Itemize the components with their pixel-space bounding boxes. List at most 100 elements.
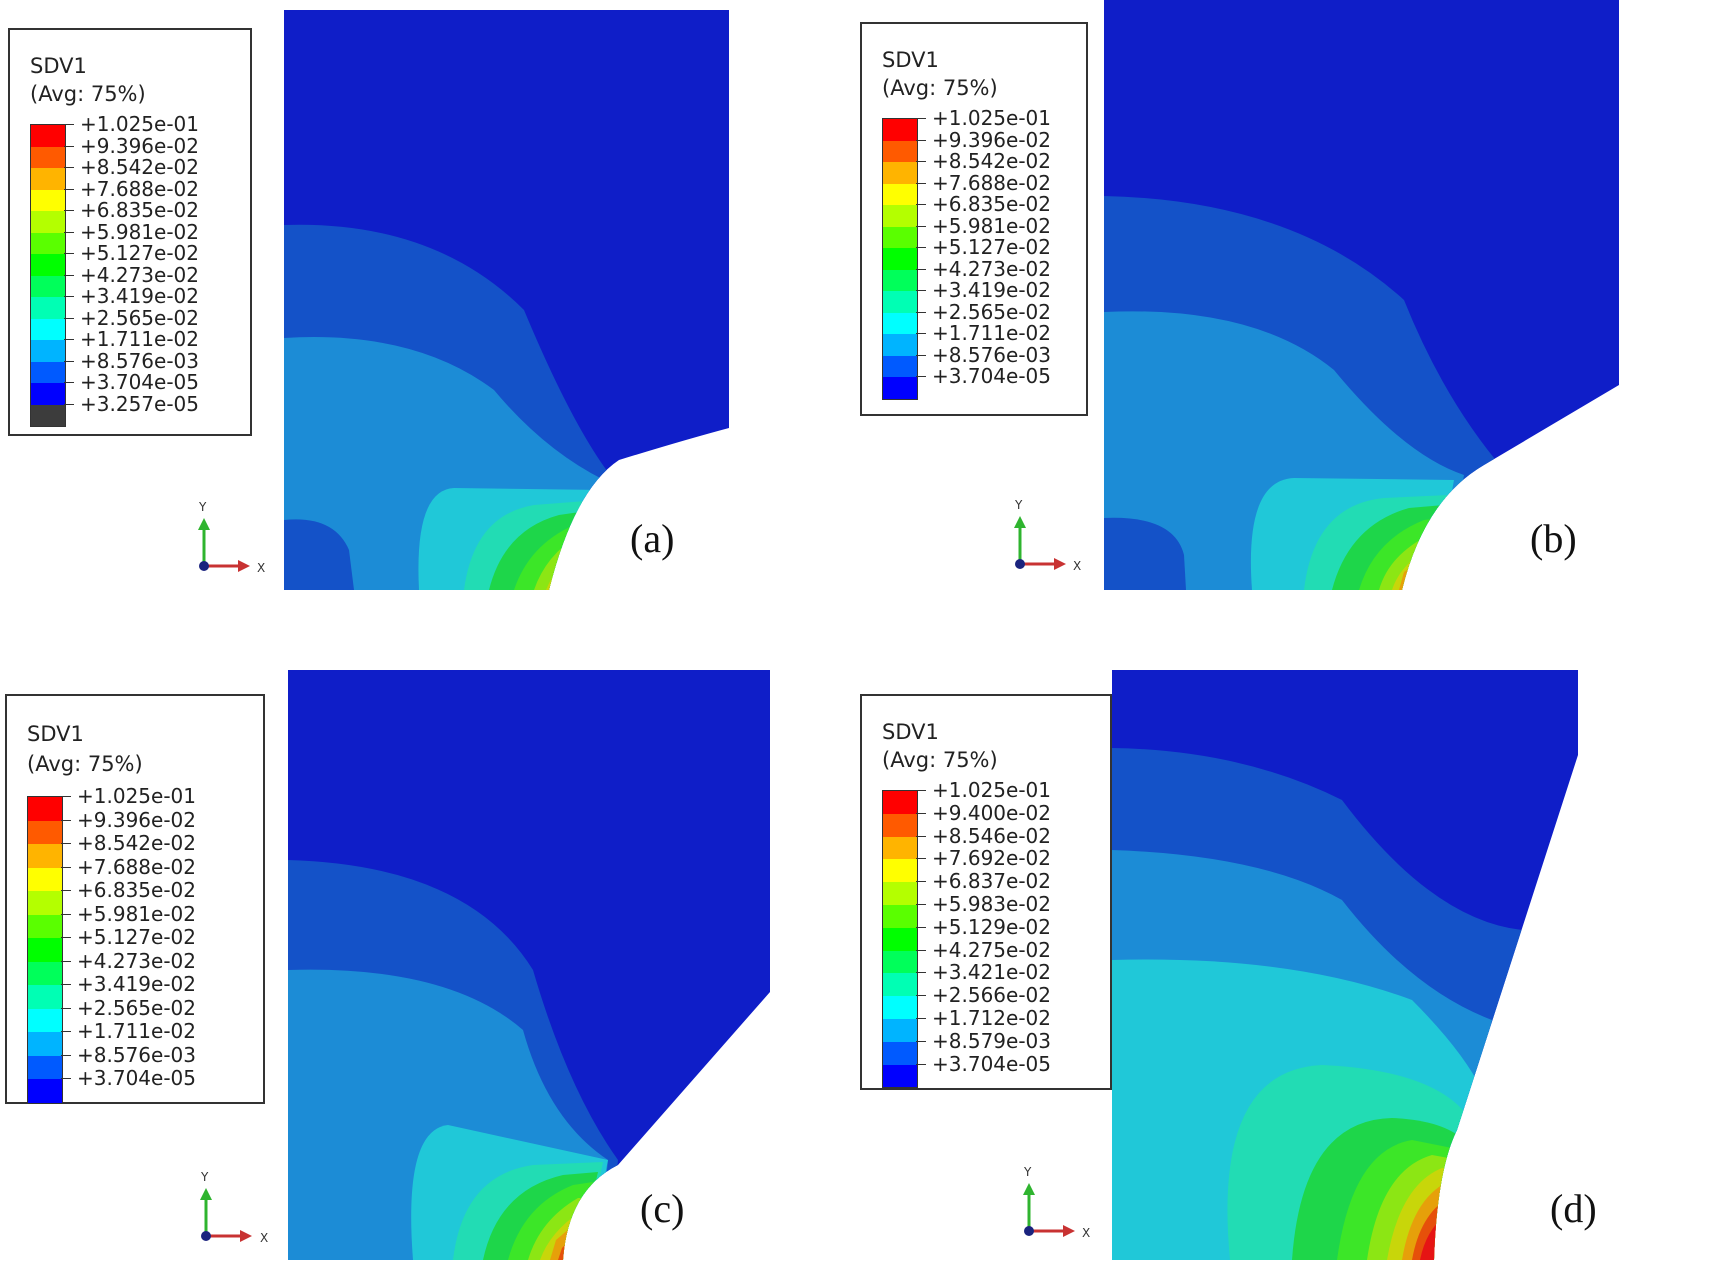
legend-value: +3.704e-05	[77, 1066, 196, 1090]
legend-tick	[64, 145, 74, 147]
legend-tick	[916, 311, 926, 313]
legend-swatch	[28, 1055, 62, 1079]
legend-tick	[61, 1078, 71, 1079]
caption-a: (a)	[630, 516, 675, 561]
panel-a: SDV1 (Avg: 75%) +1.025e-01 +9.396e-02 +8.5…	[0, 0, 860, 600]
legend-tick	[64, 188, 74, 190]
legend-swatch	[28, 985, 62, 1009]
legend-swatch	[31, 404, 65, 426]
legend-value: +4.275e-02	[932, 937, 1051, 962]
legend-swatch	[28, 1008, 62, 1032]
legend-swatch	[883, 334, 917, 356]
legend-swatch	[883, 248, 917, 270]
legend-swatch	[28, 938, 62, 962]
legend-value: +8.542e-02	[932, 149, 1051, 173]
contour-plot-c	[288, 670, 770, 1260]
legend-tick	[916, 904, 926, 905]
legend-tick	[916, 290, 926, 291]
legend-value: +4.273e-02	[80, 262, 199, 287]
legend-tick	[61, 843, 71, 844]
legend-value: +5.983e-02	[932, 892, 1051, 916]
legend-value: +5.127e-02	[77, 925, 196, 949]
legend-value: +1.025e-01	[80, 112, 199, 136]
legend-a: SDV1 (Avg: 75%) +1.025e-01 +9.396e-02 +8.5…	[8, 28, 252, 436]
legend-swatch	[31, 146, 65, 168]
axis-x-label: X	[1082, 1226, 1091, 1240]
legend-tick	[916, 118, 926, 119]
legend-tick	[916, 1063, 926, 1065]
legend-value: +5.981e-02	[80, 219, 199, 244]
legend-c: SDV1 (Avg: 75%) +1.025e-01 +9.396e-02 +8.5…	[5, 694, 265, 1104]
legend-value: +9.396e-02	[932, 127, 1051, 152]
legend-tick	[916, 835, 926, 837]
legend-swatch	[883, 859, 917, 883]
legend-value: +9.396e-02	[80, 133, 199, 158]
legend-swatch	[883, 996, 917, 1019]
legend-value: +6.835e-02	[932, 192, 1051, 216]
legend-color-bar	[882, 118, 918, 400]
legend-title: SDV1	[882, 48, 939, 72]
legend-tick	[64, 360, 74, 362]
legend-tick	[916, 161, 926, 162]
legend-swatch	[883, 813, 917, 837]
legend-value: +8.579e-03	[932, 1028, 1051, 1053]
legend-tick	[916, 1040, 926, 1042]
legend-tick	[916, 881, 926, 883]
legend-tick	[916, 182, 926, 184]
legend-swatch	[883, 140, 917, 162]
legend-swatch	[883, 269, 917, 291]
legend-value: +7.688e-02	[932, 170, 1051, 195]
legend-d: SDV1 (Avg: 75%) +1.025e-01 +9.400e-02 +8.5…	[860, 694, 1112, 1090]
legend-swatch	[883, 162, 917, 184]
axis-triad-a	[198, 518, 250, 572]
panel-b: SDV1 (Avg: 75%) +1.025e-01 +9.396e-02 +8.5…	[860, 0, 1720, 600]
legend-swatch	[883, 1041, 917, 1065]
legend-value: +9.396e-02	[77, 807, 196, 832]
legend-swatch	[31, 275, 65, 297]
legend-swatch	[28, 844, 62, 868]
legend-value: +5.981e-02	[77, 901, 196, 926]
legend-value: +6.835e-02	[77, 878, 196, 902]
legend-tick	[61, 1031, 71, 1032]
legend-value: +7.692e-02	[932, 846, 1051, 871]
legend-swatch	[883, 377, 917, 399]
legend-value: +1.025e-01	[932, 106, 1051, 130]
legend-tick	[64, 317, 74, 319]
axis-y-label: Y	[199, 500, 207, 514]
legend-tick	[916, 268, 926, 270]
legend-value: +1.712e-02	[932, 1006, 1051, 1030]
legend-tick	[64, 231, 74, 233]
legend-subtitle: (Avg: 75%)	[882, 76, 998, 100]
legend-tick	[61, 1007, 71, 1009]
legend-tick	[916, 204, 926, 205]
legend-value: +8.546e-02	[932, 823, 1051, 848]
legend-value: +2.565e-02	[77, 995, 196, 1020]
legend-tick	[916, 247, 926, 248]
legend-value: +7.688e-02	[80, 176, 199, 201]
legend-tick	[61, 819, 71, 821]
legend-tick	[916, 858, 926, 860]
legend-value: +3.419e-02	[77, 972, 196, 996]
legend-swatch	[883, 836, 917, 860]
legend-color-bar	[882, 790, 918, 1089]
legend-value: +1.711e-02	[80, 327, 199, 351]
legend-swatch	[31, 254, 65, 276]
legend-tick	[64, 296, 74, 297]
legend-value: +3.704e-05	[932, 364, 1051, 388]
legend-tick	[61, 960, 71, 962]
legend-color-bar	[27, 796, 63, 1104]
legend-swatch	[31, 232, 65, 254]
legend-tick	[61, 796, 71, 797]
legend-swatch	[883, 882, 917, 905]
legend-tick	[916, 972, 926, 974]
contour-plot-d	[1112, 670, 1578, 1260]
legend-tick	[916, 812, 926, 814]
legend-title: SDV1	[30, 54, 87, 78]
axis-triad-c	[200, 1188, 252, 1242]
legend-swatch	[28, 1079, 62, 1103]
legend-swatch	[31, 318, 65, 340]
legend-swatch	[28, 797, 62, 821]
legend-value: +6.837e-02	[932, 869, 1051, 894]
axis-x-label: X	[260, 1231, 269, 1245]
legend-value: +1.711e-02	[77, 1019, 196, 1043]
